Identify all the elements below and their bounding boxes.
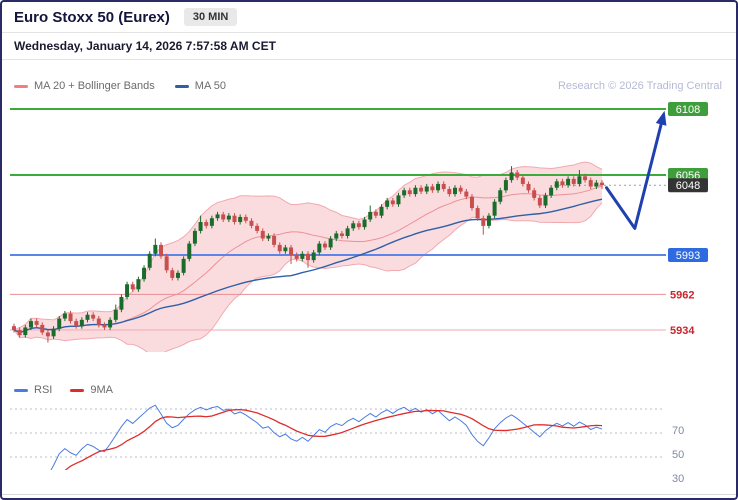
watermark-text: Research © 2026 Trading Central	[557, 80, 722, 92]
legend-ma20-bollinger: MA 20 + Bollinger Bands	[14, 80, 155, 92]
legend-9ma-label: 9MA	[90, 384, 113, 396]
svg-text:5993: 5993	[676, 250, 700, 262]
legend-ma20-bollinger-label: MA 20 + Bollinger Bands	[34, 80, 155, 92]
ma20-bollinger-swatch-icon	[14, 84, 28, 88]
svg-text:6048: 6048	[676, 180, 700, 192]
rsi-level-70-label: 70	[672, 425, 685, 437]
legend-rsi-label: RSI	[34, 384, 53, 396]
header: Euro Stoxx 50 (Eurex) 30 MIN	[2, 2, 736, 33]
legend-ma50: MA 50	[174, 80, 226, 92]
ma50-swatch-icon	[174, 84, 189, 88]
main-chart-panel: MA 20 + Bollinger Bands MA 50 Research ©…	[2, 60, 736, 352]
datetime-text: Wednesday, January 14, 2026 7:57:58 AM C…	[2, 33, 736, 60]
rsi-level-50-label: 50	[672, 449, 685, 461]
legend-rsi: RSI	[14, 384, 52, 396]
svg-text:5934: 5934	[670, 325, 695, 337]
rsi-legend: RSI 9MA	[14, 384, 113, 396]
rsi-swatch-icon	[14, 388, 28, 392]
rsi-9ma-swatch-icon	[70, 388, 85, 392]
rsi-chart-svg	[10, 404, 662, 470]
legend-9ma: 9MA	[70, 384, 113, 396]
main-legend: MA 20 + Bollinger Bands MA 50	[14, 80, 226, 92]
timeframe-badge: 30 MIN	[183, 8, 238, 26]
x-axis: Jan 9 Jan 12 Jan 13 Jan 14 Jan 20	[2, 494, 736, 498]
instrument-title: Euro Stoxx 50 (Eurex)	[14, 8, 170, 26]
legend-ma50-label: MA 50	[194, 80, 226, 92]
svg-text:5962: 5962	[670, 289, 694, 301]
svg-text:6108: 6108	[676, 104, 700, 116]
rsi-panel: RSI 9MA 70 50 30	[2, 376, 736, 494]
rsi-level-30-label: 30	[672, 473, 685, 485]
